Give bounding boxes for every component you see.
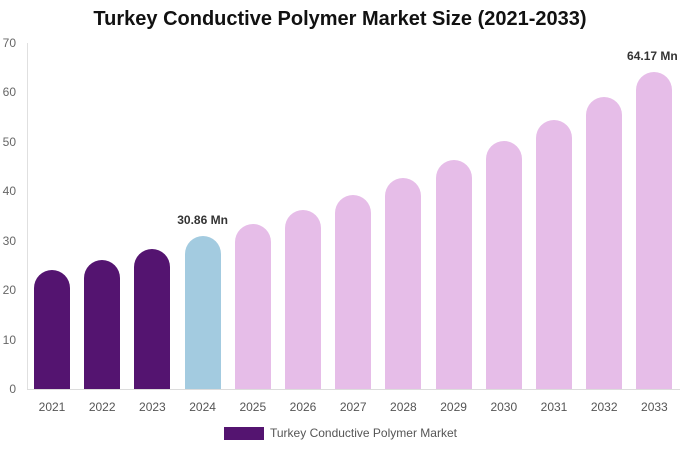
bar-2028[interactable] <box>385 178 422 389</box>
x-tick-label: 2023 <box>139 400 166 414</box>
y-tick-label: 10 <box>2 332 16 347</box>
bar-2027[interactable] <box>335 195 372 389</box>
x-tick-label: 2026 <box>289 400 317 414</box>
bar-2032[interactable] <box>586 97 623 389</box>
x-tick-label: 2021 <box>38 400 66 414</box>
y-axis-line <box>27 43 28 390</box>
bar-2022[interactable] <box>84 259 121 389</box>
x-tick-label: 2025 <box>239 400 267 414</box>
legend[interactable]: Turkey Conductive Polymer Market <box>224 426 457 440</box>
bar-2021[interactable] <box>34 270 70 389</box>
bar-2031[interactable] <box>536 120 572 389</box>
legend-label: Turkey Conductive Polymer Market <box>270 426 457 440</box>
bar-2025[interactable] <box>234 223 271 389</box>
x-tick-label: 2030 <box>490 400 518 414</box>
chart-title: Turkey Conductive Polymer Market Size (2… <box>93 8 587 30</box>
legend-swatch <box>224 426 264 440</box>
bar-2033[interactable] <box>636 71 673 389</box>
bar-2023[interactable] <box>134 249 171 389</box>
bar-2026[interactable] <box>285 210 321 389</box>
x-tick-label: 2029 <box>440 400 467 414</box>
y-tick-label: 60 <box>2 85 16 100</box>
y-tick-label: 40 <box>2 184 16 199</box>
y-tick-label: 50 <box>2 134 16 149</box>
x-tick-label: 2032 <box>590 400 618 414</box>
x-axis-line <box>27 389 680 390</box>
bar-2024[interactable] <box>184 236 221 389</box>
data-label: 30.86 Mn <box>177 213 228 228</box>
x-tick-label: 2031 <box>540 400 568 414</box>
y-tick-label: 70 <box>2 36 16 50</box>
bar-2030[interactable] <box>485 140 522 389</box>
x-tick-label: 2024 <box>189 400 216 414</box>
data-label: 64.17 Mn <box>627 48 678 63</box>
bar-2029[interactable] <box>435 160 472 389</box>
y-tick-label: 20 <box>2 283 16 298</box>
x-tick-label: 2022 <box>88 400 116 414</box>
x-tick-label: 2027 <box>339 400 367 414</box>
x-tick-label: 2028 <box>390 400 417 414</box>
y-tick-label: 0 <box>9 382 16 396</box>
x-tick-label: 2033 <box>641 400 668 414</box>
y-tick-label: 30 <box>2 233 16 248</box>
